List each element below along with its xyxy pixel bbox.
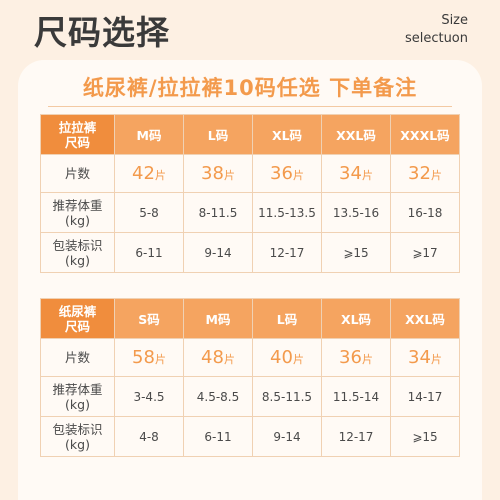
table-cell: ⩾15: [321, 232, 391, 273]
row-label: 片数: [40, 338, 115, 377]
table-row: 包装标识 (kg) 4-8 6-11 9-14 12-17 ⩾15: [40, 416, 460, 457]
corner-cell: 纸尿裤 尺码: [40, 298, 115, 339]
table-cell: 12-17: [252, 232, 322, 273]
count-cell: 42片: [114, 154, 184, 193]
size-header: XXL码: [321, 114, 391, 155]
count-cell: 40片: [252, 338, 322, 377]
table-row: 片数 42片 38片 36片 34片 32片: [40, 154, 460, 193]
corner-line1: 纸尿裤: [58, 303, 97, 319]
english-title-line2: selectuon: [404, 31, 468, 46]
corner-line2: 尺码: [64, 318, 90, 334]
row-label: 推荐体重 (kg): [40, 376, 115, 417]
count-cell: 32片: [390, 154, 460, 193]
size-header: S码: [114, 298, 184, 339]
size-header: XL码: [321, 298, 391, 339]
table-row: 推荐体重 (kg) 3-4.5 4.5-8.5 8.5-11.5 11.5-14 …: [40, 376, 460, 417]
table-cell: 6-11: [183, 416, 253, 457]
table-cell: 13.5-16: [321, 192, 391, 233]
table-cell: 8-11.5: [183, 192, 253, 233]
table-cell: 9-14: [252, 416, 322, 457]
table-cell: 3-4.5: [114, 376, 184, 417]
english-title-line1: Size: [441, 13, 468, 28]
table-cell: 4.5-8.5: [183, 376, 253, 417]
english-title: Size selectuon: [405, 12, 468, 48]
count-cell: 34片: [321, 154, 391, 193]
table-row: 推荐体重 (kg) 5-8 8-11.5 11.5-13.5 13.5-16 16…: [40, 192, 460, 233]
size-header: M码: [114, 114, 184, 155]
table-row: 片数 58片 48片 40片 36片 34片: [40, 338, 460, 377]
size-header: XXXL码: [390, 114, 460, 155]
size-header: L码: [183, 114, 253, 155]
table-cell: ⩾17: [390, 232, 460, 273]
table-cell: 12-17: [321, 416, 391, 457]
table-cell: 8.5-11.5: [252, 376, 322, 417]
table-cell: 11.5-13.5: [252, 192, 322, 233]
corner-line2: 尺码: [64, 134, 90, 150]
table-cell: 6-11: [114, 232, 184, 273]
row-label: 推荐体重 (kg): [40, 192, 115, 233]
corner-line1: 拉拉裤: [58, 119, 97, 135]
count-cell: 34片: [390, 338, 460, 377]
count-cell: 48片: [183, 338, 253, 377]
row-label: 片数: [40, 154, 115, 193]
table-cell: 16-18: [390, 192, 460, 233]
table-cell: ⩾15: [390, 416, 460, 457]
table-cell: 9-14: [183, 232, 253, 273]
row-label: 包装标识 (kg): [40, 416, 115, 457]
banner-text: 纸尿裤/拉拉裤10码任选 下单备注: [82, 76, 418, 100]
count-cell: 36片: [252, 154, 322, 193]
table-cell: 4-8: [114, 416, 184, 457]
table-cell: 11.5-14: [321, 376, 391, 417]
count-cell: 38片: [183, 154, 253, 193]
divider: [48, 106, 452, 107]
table-header-row: 拉拉裤 尺码 M码 L码 XL码 XXL码 XXXL码: [40, 114, 460, 155]
diapers-size-table: 纸尿裤 尺码 S码 M码 L码 XL码 XXL码 片数 58片 48片 40片 …: [40, 298, 460, 457]
page-title: 尺码选择: [34, 13, 170, 52]
size-header: L码: [252, 298, 322, 339]
table-row: 包装标识 (kg) 6-11 9-14 12-17 ⩾15 ⩾17: [40, 232, 460, 273]
count-cell: 36片: [321, 338, 391, 377]
count-cell: 58片: [114, 338, 184, 377]
size-header: M码: [183, 298, 253, 339]
row-label: 包装标识 (kg): [40, 232, 115, 273]
size-header: XXL码: [390, 298, 460, 339]
corner-cell: 拉拉裤 尺码: [40, 114, 115, 155]
pull-ups-size-table: 拉拉裤 尺码 M码 L码 XL码 XXL码 XXXL码 片数 42片 38片 3…: [40, 114, 460, 273]
size-card: 纸尿裤/拉拉裤10码任选 下单备注 拉拉裤 尺码 M码 L码 XL码 XXL码 …: [18, 60, 482, 500]
table-cell: 14-17: [390, 376, 460, 417]
table-cell: 5-8: [114, 192, 184, 233]
table-header-row: 纸尿裤 尺码 S码 M码 L码 XL码 XXL码: [40, 298, 460, 339]
size-header: XL码: [252, 114, 322, 155]
